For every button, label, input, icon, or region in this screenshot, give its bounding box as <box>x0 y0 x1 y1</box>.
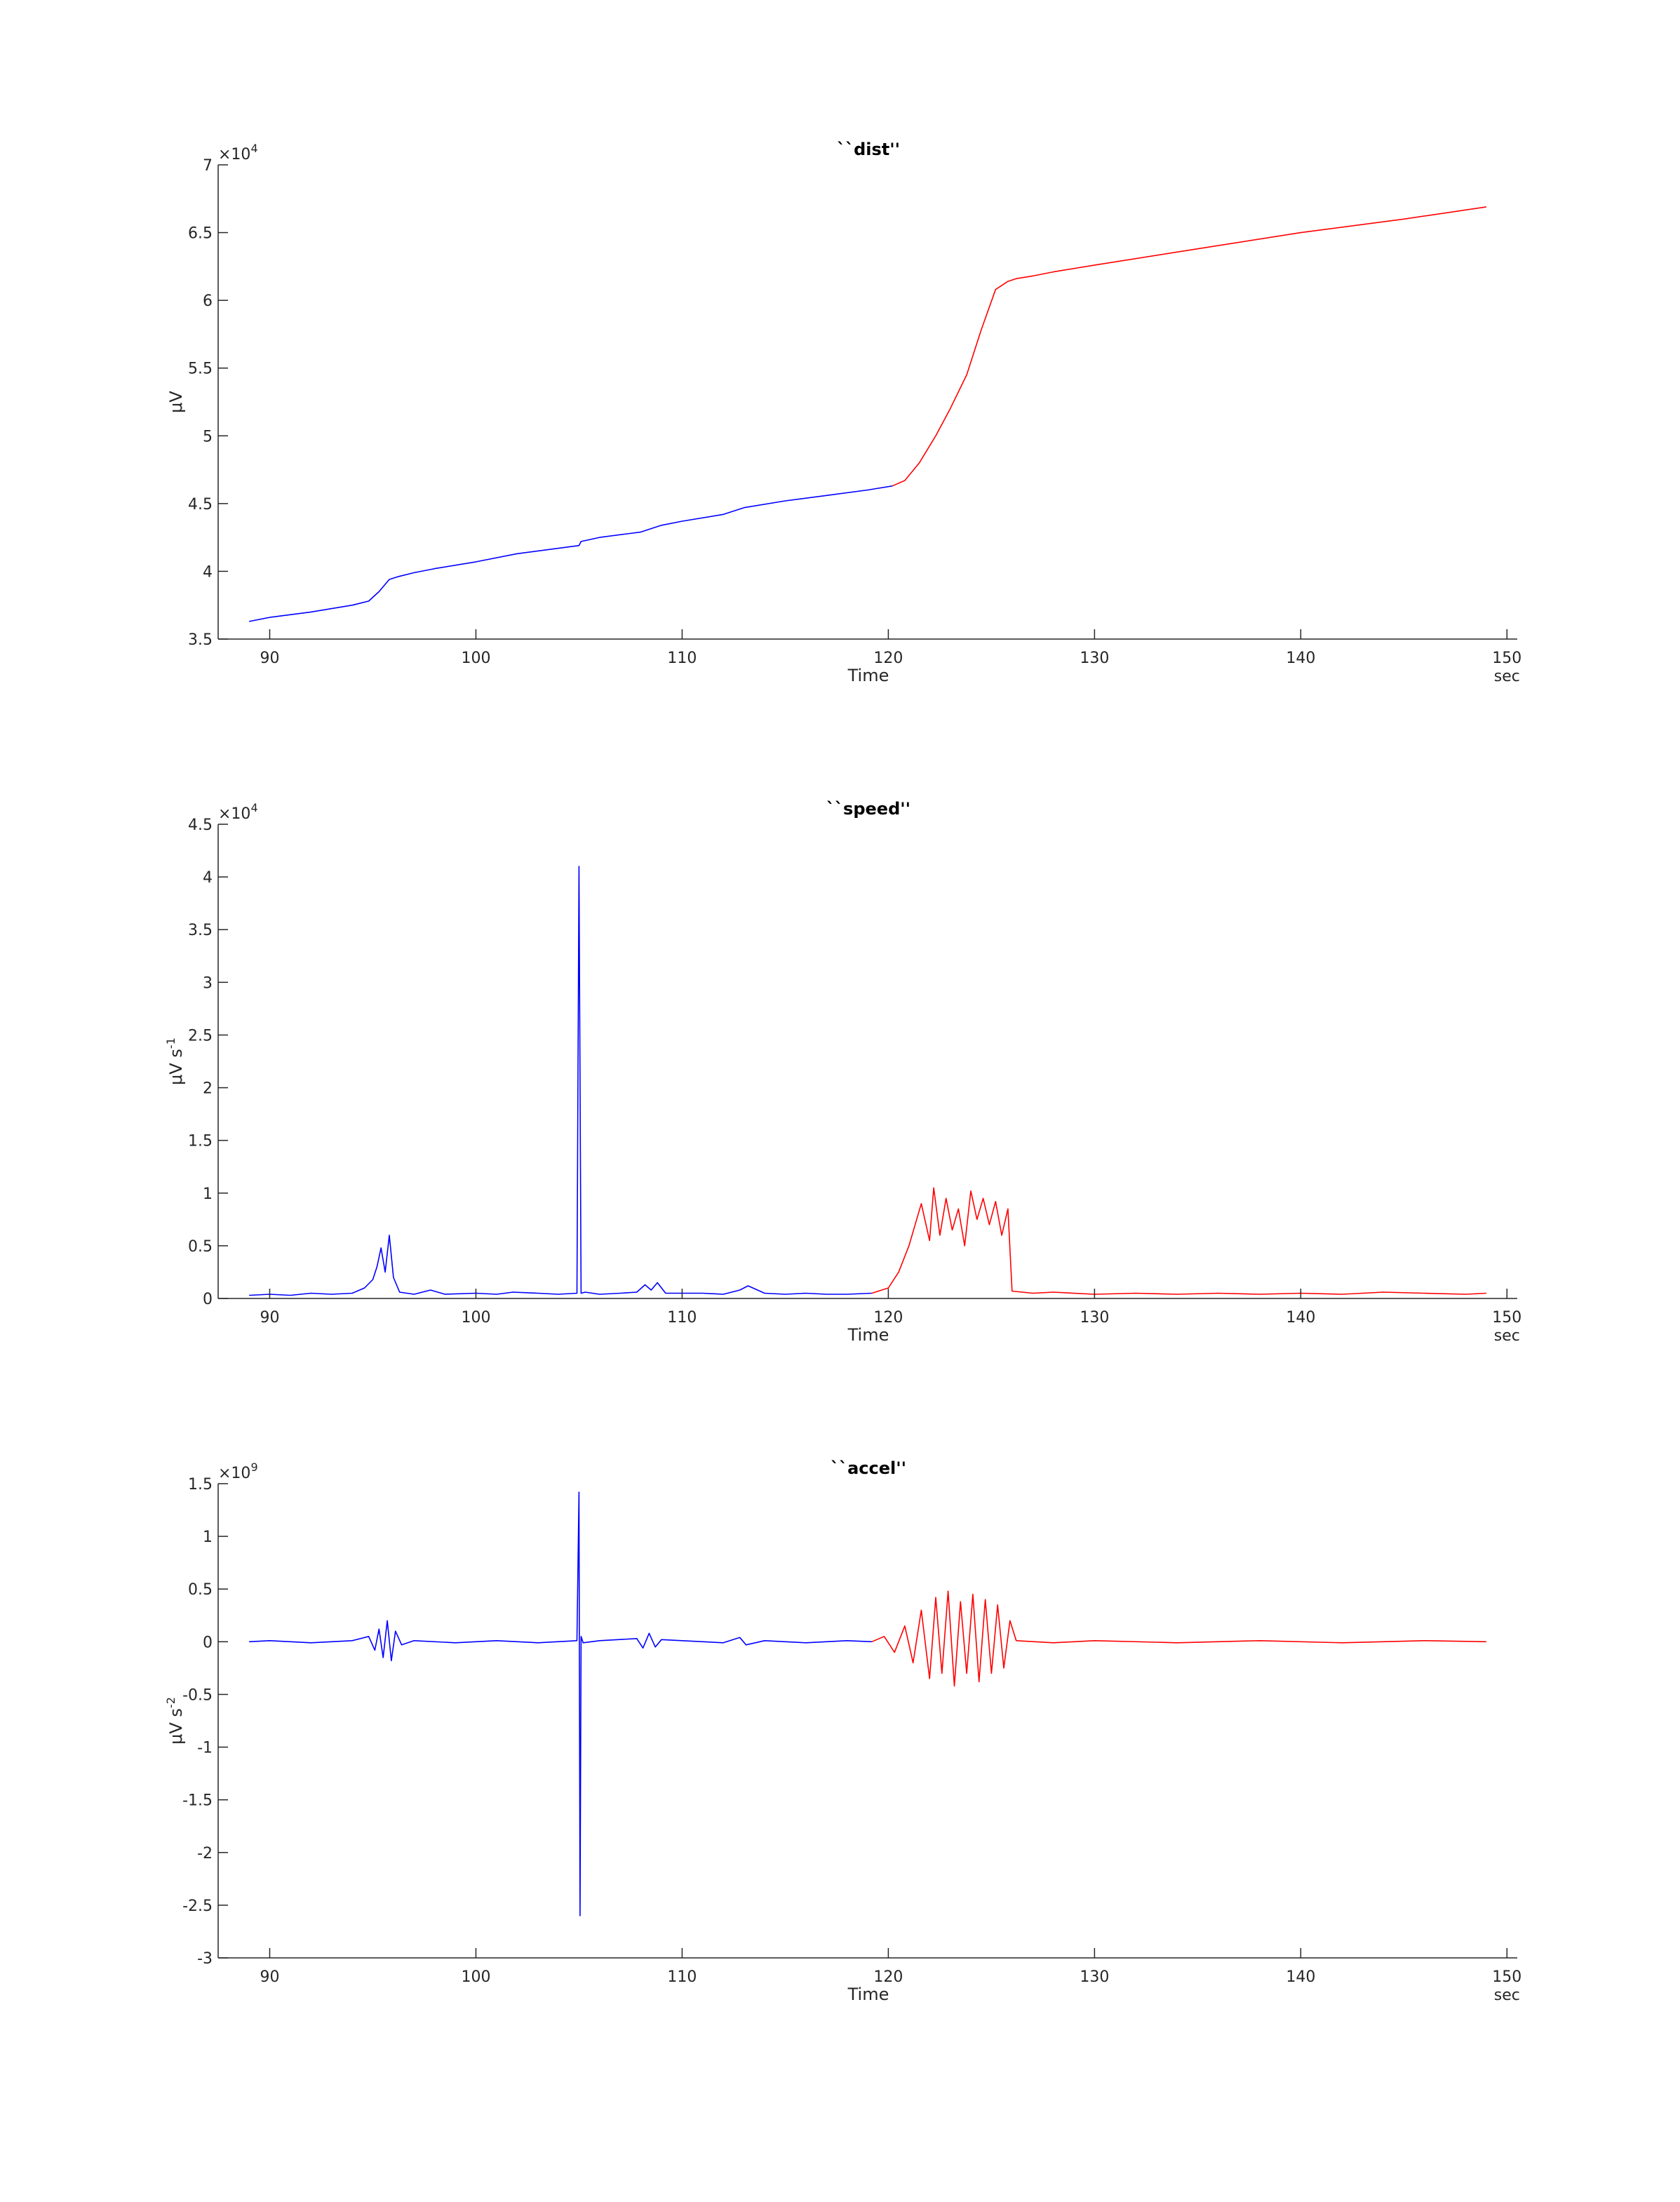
dist-y-tick-label: 5 <box>203 428 213 445</box>
speed-y-tick-label: 2 <box>203 1080 213 1098</box>
dist-x-tick-label: 110 <box>667 650 697 667</box>
speed-y-tick-label: 1 <box>203 1186 213 1203</box>
speed-x-tick-label: 110 <box>667 1309 697 1327</box>
speed-y-tick-label: 0 <box>203 1291 213 1308</box>
speed-series-before-line <box>249 866 872 1296</box>
dist-x-label: Time <box>847 666 889 685</box>
speed-y-tick-label: 0.5 <box>188 1238 213 1256</box>
dist-y-tick-label: 4.5 <box>188 496 213 513</box>
speed-y-tick-label: 3.5 <box>188 922 213 939</box>
accel-series-before-line <box>249 1491 872 1916</box>
speed-x-label: Time <box>847 1325 889 1345</box>
dist-y-tick-label: 7 <box>203 157 213 175</box>
dist-series-after-line <box>892 206 1487 487</box>
accel-x-label: Time <box>847 1985 889 2004</box>
accel-x-tick-label: 110 <box>667 1968 697 1986</box>
accel-y-tick-label: 0 <box>203 1634 213 1651</box>
accel-y-exponent: ×109 <box>218 1461 258 1482</box>
accel-title: ``accel'' <box>831 1458 906 1478</box>
speed-y-exponent: ×104 <box>218 801 258 823</box>
dist-x-tick-label: 130 <box>1080 650 1109 667</box>
dist-y-tick-label: 6 <box>203 293 213 310</box>
accel-y-tick-label: 1.5 <box>188 1476 213 1493</box>
accel-y-tick-label: -3 <box>197 1950 213 1968</box>
speed-y-tick-label: 3 <box>203 974 213 992</box>
accel-y-tick-label: -1.5 <box>182 1792 213 1810</box>
accel-x-unit: sec <box>1494 1987 1520 2004</box>
dist-y-tick-label: 5.5 <box>188 361 213 378</box>
accel-y-label: μV s-2 <box>164 1697 186 1745</box>
accel-y-tick-label: -2.5 <box>182 1898 213 1915</box>
speed-y-label: μV s-1 <box>164 1038 186 1085</box>
speed-x-tick-label: 150 <box>1492 1309 1521 1327</box>
dist-y-tick-label: 6.5 <box>188 225 213 243</box>
dist-panel: 90 100 110 120 130 140 150 3.5 4 4.5 5 5.5 6 6.5 7 ×104… <box>166 140 1521 685</box>
dist-title: ``dist'' <box>837 140 900 159</box>
accel-x-tick-label: 90 <box>260 1968 279 1986</box>
accel-x-tick-label: 100 <box>461 1968 490 1986</box>
accel-y-tick-label: 1 <box>203 1529 213 1546</box>
dist-x-unit: sec <box>1494 668 1520 685</box>
dist-x-tick-label: 120 <box>873 650 903 667</box>
speed-x-tick-label: 130 <box>1080 1309 1109 1327</box>
speed-x-tick-label: 140 <box>1286 1309 1315 1327</box>
dist-y-label: μV <box>166 391 186 413</box>
dist-x-tick-label: 90 <box>260 650 279 667</box>
speed-title: ``speed'' <box>826 799 910 819</box>
speed-y-tick-label: 1.5 <box>188 1133 213 1150</box>
accel-y-tick-label: 0.5 <box>188 1581 213 1599</box>
speed-y-tick-label: 4 <box>203 869 213 887</box>
speed-panel: 90 100 110 120 130 140 150 0 0.5 1 1.5 2 2.5 3 3.5 4 4.5… <box>164 799 1521 1345</box>
accel-panel: 90 100 110 120 130 140 150 -3 -2.5 -2 -1.5 -1 -0.5 0 0… <box>164 1458 1521 2004</box>
dist-x-tick-label: 100 <box>461 650 490 667</box>
dist-y-exponent: ×104 <box>218 142 258 163</box>
dist-y-tick-label: 4 <box>203 563 213 581</box>
dist-y-tick-label: 3.5 <box>188 631 213 649</box>
dist-series-before-line <box>248 485 893 622</box>
dist-x-tick-label: 140 <box>1286 650 1315 667</box>
accel-x-tick-label: 150 <box>1492 1968 1521 1986</box>
accel-y-tick-label: -0.5 <box>182 1686 213 1704</box>
speed-y-tick-label: 4.5 <box>188 817 213 834</box>
dist-x-tick-label: 150 <box>1492 650 1521 667</box>
speed-x-tick-label: 120 <box>873 1309 903 1327</box>
accel-y-tick-label: -1 <box>197 1740 213 1757</box>
speed-x-tick-label: 100 <box>461 1309 490 1327</box>
accel-x-tick-label: 120 <box>873 1968 903 1986</box>
accel-x-tick-label: 130 <box>1080 1968 1109 1986</box>
speed-y-tick-label: 2.5 <box>188 1027 213 1045</box>
accel-y-tick-label: -2 <box>197 1845 213 1862</box>
speed-x-unit: sec <box>1494 1327 1520 1345</box>
speed-series-after-line <box>871 1187 1486 1295</box>
accel-series-after-line <box>871 1590 1486 1687</box>
accel-x-tick-label: 140 <box>1286 1968 1315 1986</box>
speed-x-tick-label: 90 <box>260 1309 279 1327</box>
